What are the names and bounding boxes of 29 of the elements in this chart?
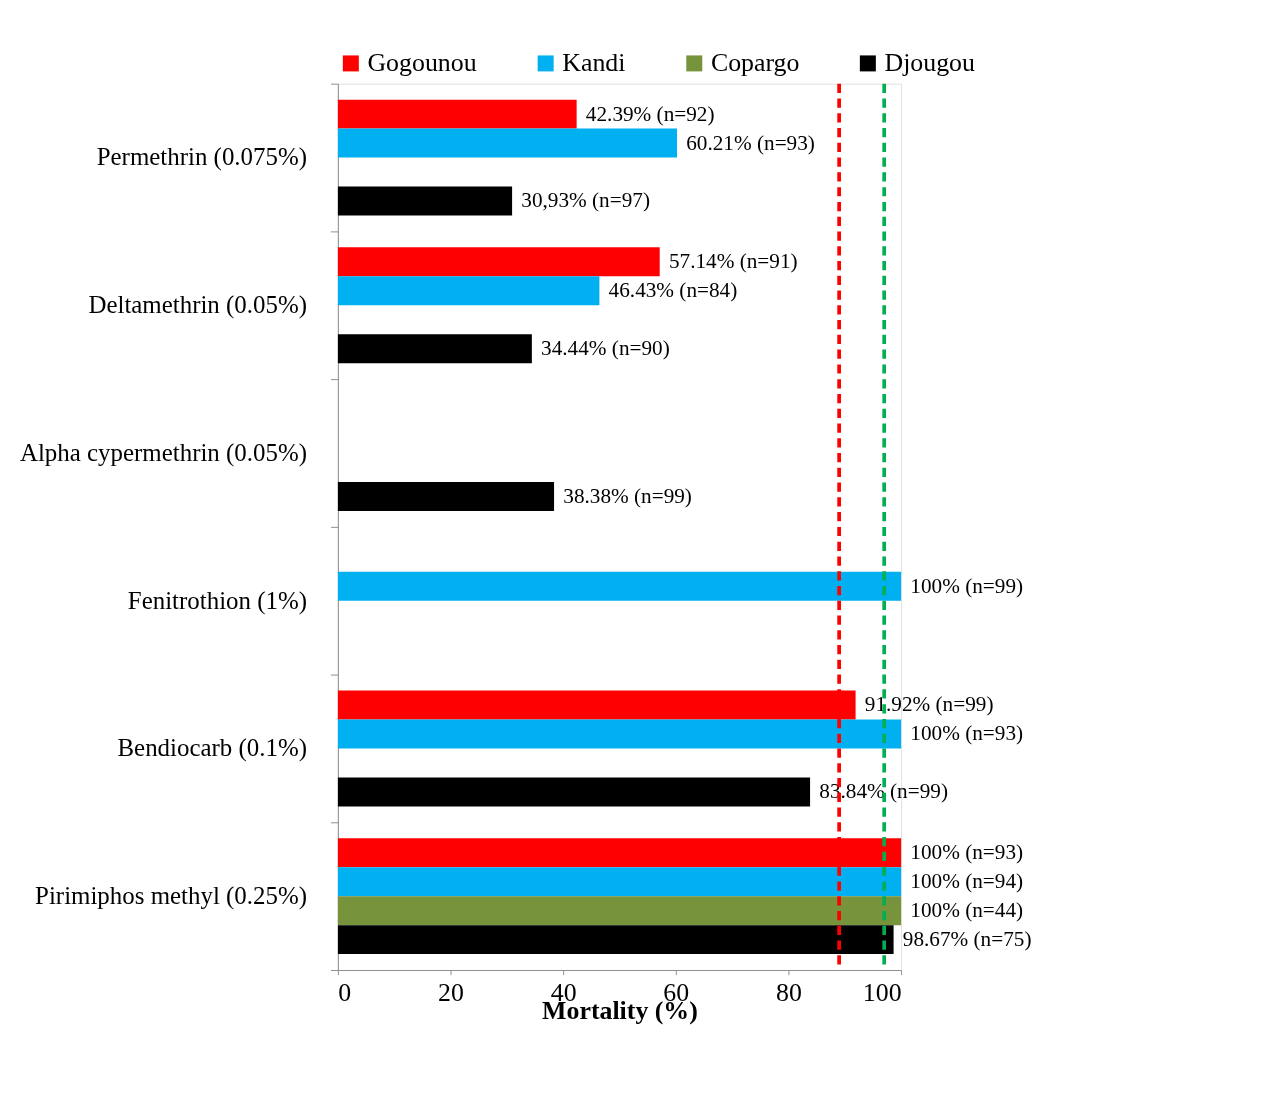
data-label: 100% (n=93)	[910, 840, 1024, 865]
y-tick-label: Pirimiphos methyl (0.25%)	[35, 882, 307, 911]
data-label: 57.14% (n=91)	[668, 249, 798, 274]
data-label: 91.92% (n=99)	[864, 692, 994, 717]
legend-label: Gogounou	[367, 47, 477, 77]
data-label: 60.21% (n=93)	[686, 130, 815, 155]
y-tick-label: Alpha cypermethrin (0.05%)	[19, 438, 307, 467]
data-label: 98.67% (n=75)	[902, 927, 1032, 952]
y-tick-label: Deltamethrin (0.05%)	[88, 291, 307, 320]
y-tick-label: Bendiocarb (0.1%)	[117, 734, 307, 763]
legend-label: Kandi	[562, 47, 626, 77]
data-label: 30,93% (n=97)	[521, 188, 650, 213]
data-label: 42.39% (n=92)	[585, 101, 715, 126]
data-label: 38.38% (n=99)	[563, 483, 692, 508]
data-label: 100% (n=94)	[910, 869, 1024, 894]
x-tick-label: 0	[338, 977, 352, 1007]
data-label: 100% (n=99)	[910, 573, 1024, 598]
legend-label: Copargo	[710, 47, 800, 77]
data-label: 46.43% (n=84)	[608, 278, 738, 303]
data-label: 100% (n=93)	[910, 721, 1024, 746]
data-label: 34.44% (n=90)	[541, 336, 670, 361]
legend-label: Djougou	[884, 47, 975, 77]
x-tick-label: 20	[438, 977, 464, 1007]
data-label: 83.84% (n=99)	[819, 779, 948, 804]
y-tick-label: Permethrin (0.075%)	[96, 143, 307, 172]
x-tick-label: 80	[775, 977, 802, 1007]
data-label: 100% (n=44)	[910, 898, 1024, 923]
y-tick-label: Fenitrothion (1%)	[127, 586, 307, 615]
x-tick-label: 100	[862, 977, 902, 1007]
